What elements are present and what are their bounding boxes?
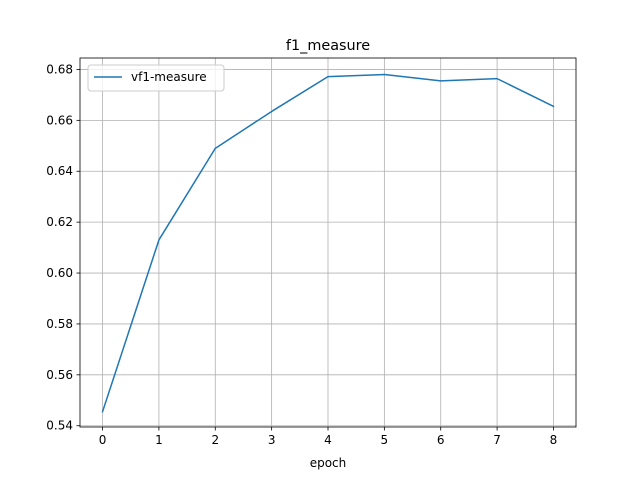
series-layer — [101, 73, 555, 413]
chart-title: f1_measure — [286, 38, 370, 54]
legend-box — [87, 64, 225, 92]
x-axis-label: epoch — [310, 456, 347, 470]
x-tick-label: 2 — [211, 433, 219, 447]
x-axis: 0 1 2 3 4 5 6 7 8 — [99, 427, 558, 447]
grid — [80, 58, 576, 427]
x-tick-label: 0 — [99, 433, 107, 447]
x-tick-label: 3 — [268, 433, 276, 447]
x-tick-label: 4 — [324, 433, 332, 447]
series-line — [101, 73, 555, 413]
y-tick-label: 0.66 — [46, 113, 73, 127]
y-tick-label: 0.54 — [46, 419, 73, 433]
x-tick-label: 5 — [381, 433, 389, 447]
x-tick-label: 1 — [155, 433, 163, 447]
x-tick-label: 7 — [493, 433, 501, 447]
y-tick-label: 0.58 — [46, 317, 73, 331]
x-tick-label: 8 — [550, 433, 558, 447]
x-tick-label: 6 — [437, 433, 445, 447]
y-tick-label: 0.64 — [46, 164, 73, 178]
y-tick-label: 0.56 — [46, 368, 73, 382]
y-tick-label: 0.68 — [46, 62, 73, 76]
legend: vf1-measure — [87, 64, 225, 92]
y-axis: 0.54 0.56 0.58 0.60 0.62 0.64 0.66 0.68 — [46, 62, 80, 433]
y-tick-label: 0.62 — [46, 215, 73, 229]
legend-label: vf1-measure — [131, 70, 207, 84]
y-tick-label: 0.60 — [46, 266, 73, 280]
